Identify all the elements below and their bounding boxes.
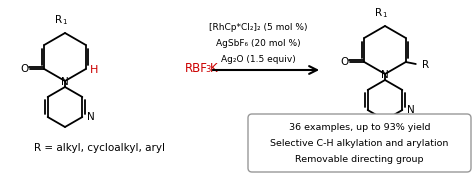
Text: H: H bbox=[90, 65, 98, 75]
Text: N: N bbox=[87, 112, 95, 122]
Text: Removable directing group: Removable directing group bbox=[295, 156, 424, 165]
Text: N: N bbox=[381, 70, 389, 80]
Text: R: R bbox=[375, 8, 382, 18]
Text: O: O bbox=[340, 57, 348, 67]
Text: 1: 1 bbox=[63, 19, 67, 25]
Text: RBF: RBF bbox=[185, 61, 208, 75]
Text: R = alkyl, cycloalkyl, aryl: R = alkyl, cycloalkyl, aryl bbox=[35, 143, 165, 153]
Text: 36 examples, up to 93% yield: 36 examples, up to 93% yield bbox=[289, 124, 430, 133]
Text: K: K bbox=[210, 61, 218, 75]
Text: 1: 1 bbox=[383, 12, 387, 18]
FancyBboxPatch shape bbox=[248, 114, 471, 172]
Text: R: R bbox=[55, 15, 62, 25]
Text: O: O bbox=[20, 64, 28, 74]
Text: AgSbF₆ (20 mol %): AgSbF₆ (20 mol %) bbox=[216, 39, 301, 48]
Text: R: R bbox=[422, 60, 429, 70]
Text: 3: 3 bbox=[205, 66, 210, 75]
Text: [RhCp*Cl₂]₂ (5 mol %): [RhCp*Cl₂]₂ (5 mol %) bbox=[209, 24, 307, 33]
Text: Selective C-H alkylation and arylation: Selective C-H alkylation and arylation bbox=[270, 139, 449, 148]
Text: N: N bbox=[407, 105, 415, 115]
Text: Ag₂O (1.5 equiv): Ag₂O (1.5 equiv) bbox=[220, 56, 295, 65]
Text: N: N bbox=[61, 77, 69, 87]
